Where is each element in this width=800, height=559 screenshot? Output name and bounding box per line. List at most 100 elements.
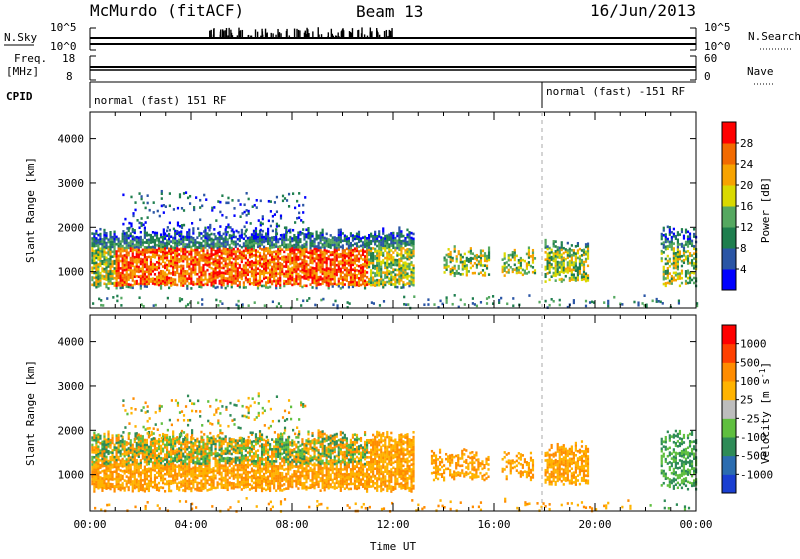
- data-cell: [549, 304, 551, 307]
- data-cell: [400, 255, 402, 258]
- data-cell: [130, 468, 132, 471]
- data-cell: [575, 267, 577, 270]
- data-cell: [134, 457, 136, 460]
- data-cell: [219, 246, 221, 249]
- data-cell: [293, 236, 295, 239]
- data-cell: [380, 239, 382, 242]
- data-cell: [105, 448, 107, 451]
- data-cell: [180, 238, 182, 241]
- data-cell: [360, 276, 362, 279]
- data-cell: [208, 229, 210, 232]
- data-cell: [136, 469, 138, 472]
- data-cell: [279, 286, 281, 289]
- data-cell: [188, 473, 190, 476]
- data-cell: [150, 268, 152, 271]
- data-cell: [547, 265, 549, 268]
- data-cell: [673, 257, 675, 260]
- data-cell: [233, 233, 235, 236]
- data-cell: [227, 226, 229, 229]
- data-cell: [93, 468, 95, 471]
- data-cell: [322, 268, 324, 271]
- data-cell: [136, 454, 138, 457]
- data-cell: [318, 254, 320, 257]
- data-cell: [174, 476, 176, 479]
- data-cell: [227, 238, 229, 241]
- data-cell: [362, 273, 364, 276]
- data-cell: [356, 274, 358, 277]
- data-cell: [571, 278, 573, 281]
- data-cell: [555, 272, 557, 275]
- data-cell: [188, 468, 190, 471]
- data-cell: [118, 463, 120, 466]
- data-cell: [99, 243, 101, 246]
- data-cell: [142, 479, 144, 482]
- data-cell: [223, 245, 225, 248]
- data-cell: [577, 271, 579, 274]
- data-cell: [547, 248, 549, 251]
- data-cell: [308, 297, 310, 300]
- data-cell: [482, 264, 484, 267]
- data-cell: [148, 268, 150, 271]
- data-cell: [202, 269, 204, 272]
- data-cell: [671, 241, 673, 244]
- data-cell: [372, 252, 374, 255]
- data-cell: [231, 252, 233, 255]
- data-cell: [402, 240, 404, 243]
- data-cell: [275, 250, 277, 253]
- data-cell: [97, 480, 99, 483]
- data-cell: [271, 283, 273, 286]
- data-cell: [126, 463, 128, 466]
- data-cell: [275, 282, 277, 285]
- data-cell: [188, 456, 190, 459]
- data-cell: [192, 244, 194, 247]
- data-cell: [253, 269, 255, 272]
- colorbar-segment: [722, 206, 736, 228]
- data-cell: [271, 258, 273, 261]
- data-cell: [162, 265, 164, 268]
- data-cell: [468, 260, 470, 263]
- data-cell: [206, 264, 208, 267]
- data-cell: [134, 258, 136, 261]
- data-cell: [386, 239, 388, 242]
- data-cell: [145, 207, 147, 210]
- data-cell: [128, 234, 130, 237]
- data-cell: [269, 259, 271, 262]
- data-cell: [384, 281, 386, 284]
- data-cell: [140, 452, 142, 455]
- data-cell: [201, 298, 203, 301]
- data-cell: [396, 240, 398, 243]
- data-cell: [146, 256, 148, 259]
- colorbar-tick-label: 28: [740, 137, 753, 150]
- data-cell: [328, 258, 330, 261]
- data-cell: [378, 242, 380, 245]
- data-cell: [427, 298, 429, 301]
- data-cell: [388, 263, 390, 266]
- data-cell: [305, 228, 307, 231]
- data-cell: [130, 476, 132, 479]
- data-cell: [162, 260, 164, 263]
- data-cell: [192, 484, 194, 487]
- data-cell: [299, 282, 301, 285]
- data-cell: [687, 230, 689, 233]
- data-cell: [366, 259, 368, 262]
- data-cell: [194, 283, 196, 286]
- data-cell: [297, 266, 299, 269]
- data-cell: [297, 263, 299, 266]
- freq-unit-label: [MHz]: [6, 65, 39, 78]
- data-cell: [338, 231, 340, 234]
- data-cell: [283, 241, 285, 244]
- data-cell: [138, 490, 140, 493]
- data-cell: [199, 218, 201, 221]
- data-cell: [91, 475, 93, 478]
- data-cell: [272, 230, 274, 233]
- data-cell: [288, 229, 290, 232]
- data-cell: [412, 267, 414, 270]
- data-cell: [320, 251, 322, 254]
- data-cell: [587, 250, 589, 253]
- data-cell: [360, 249, 362, 252]
- data-cell: [252, 205, 254, 208]
- data-cell: [579, 255, 581, 258]
- data-cell: [245, 250, 247, 253]
- data-cell: [116, 282, 118, 285]
- data-cell: [364, 275, 366, 278]
